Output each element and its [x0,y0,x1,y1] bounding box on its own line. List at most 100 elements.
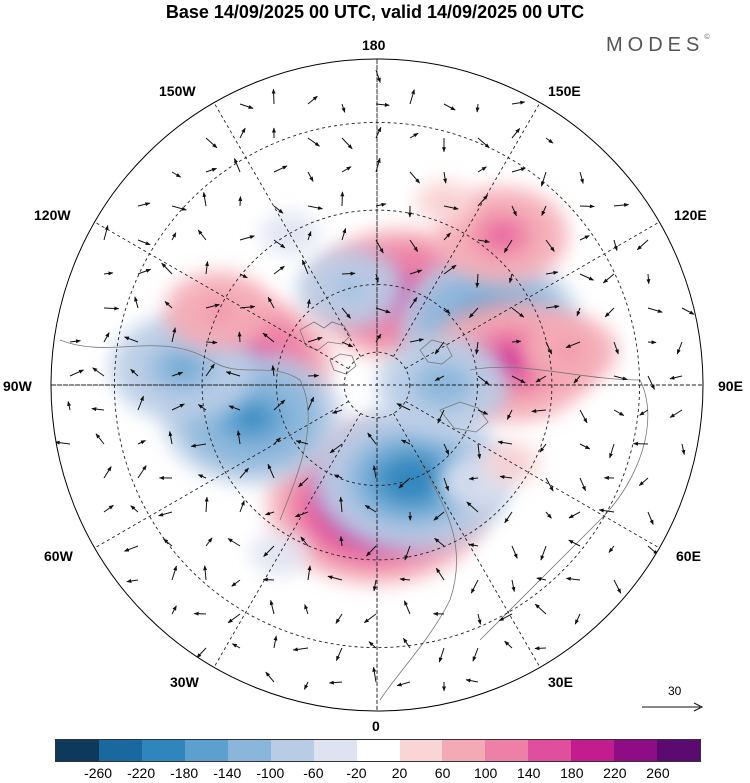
wind-vector-264 [328,680,343,685]
wind-vector-18 [477,137,490,149]
wind-vector-4 [341,103,346,113]
wind-vector-125 [225,371,241,377]
wind-vector-243 [335,613,343,624]
wind-vector-233 [470,579,479,594]
wind-vector-248 [498,613,513,622]
wind-vector-67 [137,268,152,275]
wind-vector-163 [367,432,377,445]
wind-vector-110 [375,333,382,343]
wind-vector-160 [273,437,281,445]
wind-vector-180 [333,474,343,479]
wind-vector-69 [205,260,209,275]
wind-vector-98 [604,307,615,318]
wind-vector-157 [168,431,173,445]
map-title: Base 14/09/2025 00 UTC, valid 14/09/2025… [165,2,585,22]
wind-vector-96 [545,304,560,309]
wind-vector-241 [269,599,275,615]
lon-label-150w: 150W [159,83,196,99]
colorbar-tick-label: 180 [560,765,584,781]
wind-vector-159 [236,430,241,445]
meridian-120 [405,221,660,369]
wind-vector-190 [103,504,114,513]
colorbar-swatch-14 [657,740,701,761]
wind-vector-177 [239,467,249,479]
wind-vector-66 [103,271,114,276]
wind-vector-244 [363,613,377,624]
wind-vector-212 [300,536,309,547]
wind-vector-109 [341,341,354,348]
colorbar-swatch-4 [227,740,271,761]
wind-vector-186 [545,477,554,492]
wind-vector-78 [508,273,513,284]
wind-vector-214 [366,545,377,557]
wind-vector-63 [579,235,590,241]
colorbar-tick-label: 20 [391,765,408,781]
wind-vector-154 [54,440,71,445]
colorbar-tick-label: -60 [303,765,324,781]
wind-vector-52 [197,229,207,241]
colorbar-tick-label: -20 [346,765,367,781]
lon-label-30w: 30W [170,674,199,690]
wind-vector-9 [511,100,526,105]
wind-vector-213 [339,536,344,547]
wind-vector-259 [472,647,479,662]
wind-vector-225 [203,565,208,581]
wind-vector-242 [304,604,309,615]
lon-label-120w: 120W [34,207,71,223]
meridian-330 [213,413,361,668]
wind-vector-28 [409,171,420,184]
wind-vector-227 [262,577,275,582]
colorbar-swatch-8 [399,740,443,761]
wind-vector-48 [613,203,630,207]
wind-vector-132 [573,375,581,384]
colorbar-tick-label: -140 [213,765,242,781]
anomaly-center-16 [414,179,474,224]
wind-vector-124 [205,363,215,377]
wind-vector-240 [227,613,241,624]
wind-vector-71 [273,265,285,275]
colorbar-swatch-0 [56,740,99,761]
colorbar-tick-label: 140 [517,765,541,781]
wind-vector-53 [239,235,255,241]
wind-vector-139 [171,403,185,411]
wind-vector-15 [375,126,382,139]
wind-vector-187 [579,477,586,492]
wind-vector-146 [437,409,445,424]
wind-vector-203 [545,511,552,519]
wind-vector-184 [468,476,479,481]
wind-vector-169 [579,443,591,450]
wind-vector-211 [263,545,275,557]
wind-vector-197 [339,496,344,513]
coastlines [59,321,649,701]
wind-vector-72 [301,259,309,275]
wind-vector-111 [409,338,424,343]
wind-vector-33 [579,171,584,184]
wind-vector-133 [613,375,628,381]
colorbar-tick-label: -180 [170,765,199,781]
wind-vector-3 [307,95,318,105]
wind-vector-220 [568,539,581,547]
wind-vector-137 [91,407,105,412]
wind-vector-144 [331,409,343,414]
wind-vector-39 [307,205,323,210]
wind-vector-97 [576,307,581,317]
wind-vector-60 [477,239,490,244]
wind-vector-162 [329,443,343,454]
wind-vector-120 [69,369,84,377]
wind-vector-155 [95,433,105,445]
wind-vector-105 [205,340,218,345]
wind-vector-143 [307,396,315,411]
wind-vector-102 [103,332,110,343]
wind-vector-181 [372,465,377,479]
wind-vector-68 [161,262,173,275]
wind-vector-70 [239,273,248,279]
wind-vector-61 [503,239,513,253]
wind-vector-10 [205,137,218,149]
wind-vector-65 [636,239,649,251]
wind-vector-262 [265,671,275,683]
wind-vector-140 [197,404,207,411]
meridian-150 [393,102,541,357]
colorbar-swatch-6 [313,740,357,761]
wind-vector-13 [307,137,320,147]
wind-vector-179 [298,477,309,488]
